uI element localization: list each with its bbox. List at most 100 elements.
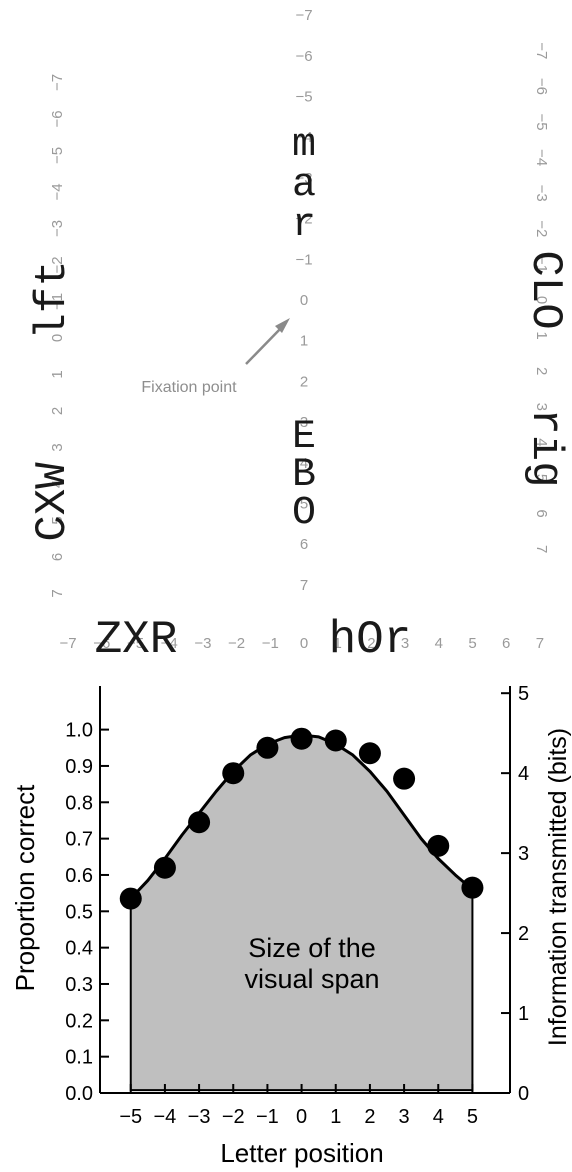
y-tick-label: 0.4 [65, 938, 93, 960]
vertical-scale-number: 2 [300, 373, 308, 390]
left-diagonal-scale-number: 1 [49, 370, 66, 378]
data-point [324, 729, 347, 752]
vertical-scale-number: −3 [295, 170, 312, 187]
vertical-scale-number: −5 [295, 89, 312, 106]
horizontal-scale-number: −4 [161, 635, 178, 652]
right-diagonal-scale-number: 0 [533, 296, 550, 304]
data-point [153, 856, 176, 879]
y-tick-label: 0.8 [65, 792, 93, 814]
data-point [427, 834, 450, 857]
area-label-line: visual span [244, 964, 379, 994]
right-diagonal-scale-number: −6 [533, 78, 550, 95]
left-diagonal-scale-number: −7 [49, 74, 66, 91]
right-diagonal-scale-number: −4 [533, 149, 550, 166]
horizontal-scale-number: −2 [228, 635, 245, 652]
y2-tick-label: 5 [518, 683, 529, 705]
horizontal-scale-number: 6 [502, 635, 510, 652]
visual-span-area [129, 734, 474, 1092]
right-diagonal-scale-number: 6 [533, 509, 550, 517]
x-tick-label: 1 [330, 1106, 341, 1128]
vertical-scale-number: 7 [300, 577, 308, 594]
left-diagonal-scale-number: 4 [49, 480, 66, 488]
right-diagonal-scale-number: −7 [533, 42, 550, 59]
horizontal-scale-number: −7 [60, 635, 77, 652]
fixation-arrow [245, 325, 284, 365]
vertical-lower-letter: E [292, 415, 316, 460]
horizontal-scale-number: 2 [367, 635, 375, 652]
x-tick-label: −4 [154, 1106, 177, 1128]
right-diagonal-scale-number: 3 [533, 403, 550, 411]
vertical-scale-number: −7 [295, 7, 312, 24]
horizontal-scale-number: −6 [93, 635, 110, 652]
left-diagonal-scale-number: 6 [49, 553, 66, 561]
y-tick-label: 0.5 [65, 901, 93, 923]
right-inner-letters: rig [520, 408, 570, 487]
y2-tick-label: 0 [518, 1083, 529, 1105]
y-tick-label: 0.7 [65, 829, 93, 851]
x-tick-label: 2 [364, 1106, 375, 1128]
x-tick-label: 3 [399, 1106, 410, 1128]
data-point [290, 727, 313, 750]
left-diagonal-scale-number: 2 [49, 407, 66, 415]
y-tick-label: 0.6 [65, 865, 93, 887]
y-tick-label: 0.1 [65, 1047, 93, 1069]
left-diagonal-scale-number: −6 [49, 110, 66, 127]
right-diagonal-scale-number: 4 [533, 438, 550, 446]
left-outer-letters: CXW [28, 462, 78, 542]
visual-span-chart: 0.0 0.1 0.2 0.3 0.4 0.5 0.6 0.7 0.8 0.9 1.0 0 1 2 3 4 5 −… [10, 683, 572, 1168]
vertical-scale-number: −1 [295, 251, 312, 268]
vertical-scale-number: 5 [300, 496, 308, 513]
left-diagonal-scale-number: 5 [49, 516, 66, 524]
x-tick-label: −5 [119, 1106, 142, 1128]
x-tick-label: −3 [188, 1106, 211, 1128]
y2-tick-label: 1 [518, 1003, 529, 1025]
x-tick-label: 0 [296, 1106, 307, 1128]
left-diagonal-scale-number: 3 [49, 443, 66, 451]
y-axis-label: Proportion correct [10, 784, 40, 991]
right-diagonal-scale-number: 7 [533, 545, 550, 553]
horizontal-scale-number: 7 [536, 635, 544, 652]
vertical-scale-number: −6 [295, 48, 312, 65]
horizontal-scale-number: −3 [194, 635, 211, 652]
horizontal-right-letters: hOr [329, 614, 412, 666]
y-tick-label: 0.9 [65, 756, 93, 778]
vertical-scale-number: 6 [300, 536, 308, 553]
left-inner-letters: lft [28, 260, 78, 339]
horizontal-scale-number: 0 [300, 635, 308, 652]
x-tick-label: 4 [433, 1106, 444, 1128]
left-diagonal-scale-number: −3 [49, 220, 66, 237]
data-point [188, 811, 211, 834]
right-diagonal-scale-number: −5 [533, 113, 550, 130]
left-diagonal-scale-number: −1 [49, 293, 66, 310]
vertical-scale-number: 4 [300, 455, 308, 472]
vertical-scale-number: 1 [300, 333, 308, 350]
vertical-upper-letter: r [292, 203, 316, 248]
horizontal-scale-number: 3 [401, 635, 409, 652]
left-diagonal-scale-number: −4 [49, 183, 66, 200]
data-point [222, 762, 245, 785]
vertical-scale-number: −4 [295, 129, 312, 146]
horizontal-left-letters: ZXR [95, 614, 178, 666]
y-tick-label: 1.0 [65, 720, 93, 742]
vertical-lower-letter: O [292, 491, 316, 536]
right-diagonal-scale-number: −2 [533, 220, 550, 237]
y2-tick-label: 2 [518, 923, 529, 945]
right-diagonal-scale-number: 5 [533, 474, 550, 482]
vertical-scale-number: −2 [295, 211, 312, 228]
fixation-label: Fixation point [141, 379, 237, 396]
data-point [256, 736, 279, 759]
x-tick-label: −2 [222, 1106, 245, 1128]
y2-tick-label: 4 [518, 763, 529, 785]
y2-axis-label: Information transmitted (bits) [544, 728, 572, 1046]
right-diagonal-scale-number: −1 [533, 256, 550, 273]
horizontal-scale-number: −5 [127, 635, 144, 652]
vertical-lower-letter: B [292, 453, 316, 498]
data-point [461, 876, 484, 899]
left-diagonal-scale-number: −5 [49, 147, 66, 164]
horizontal-scale-number: 1 [334, 635, 342, 652]
data-point [119, 887, 142, 910]
right-diagonal-scale-number: 2 [533, 367, 550, 375]
horizontal-scale-number: 4 [435, 635, 443, 652]
